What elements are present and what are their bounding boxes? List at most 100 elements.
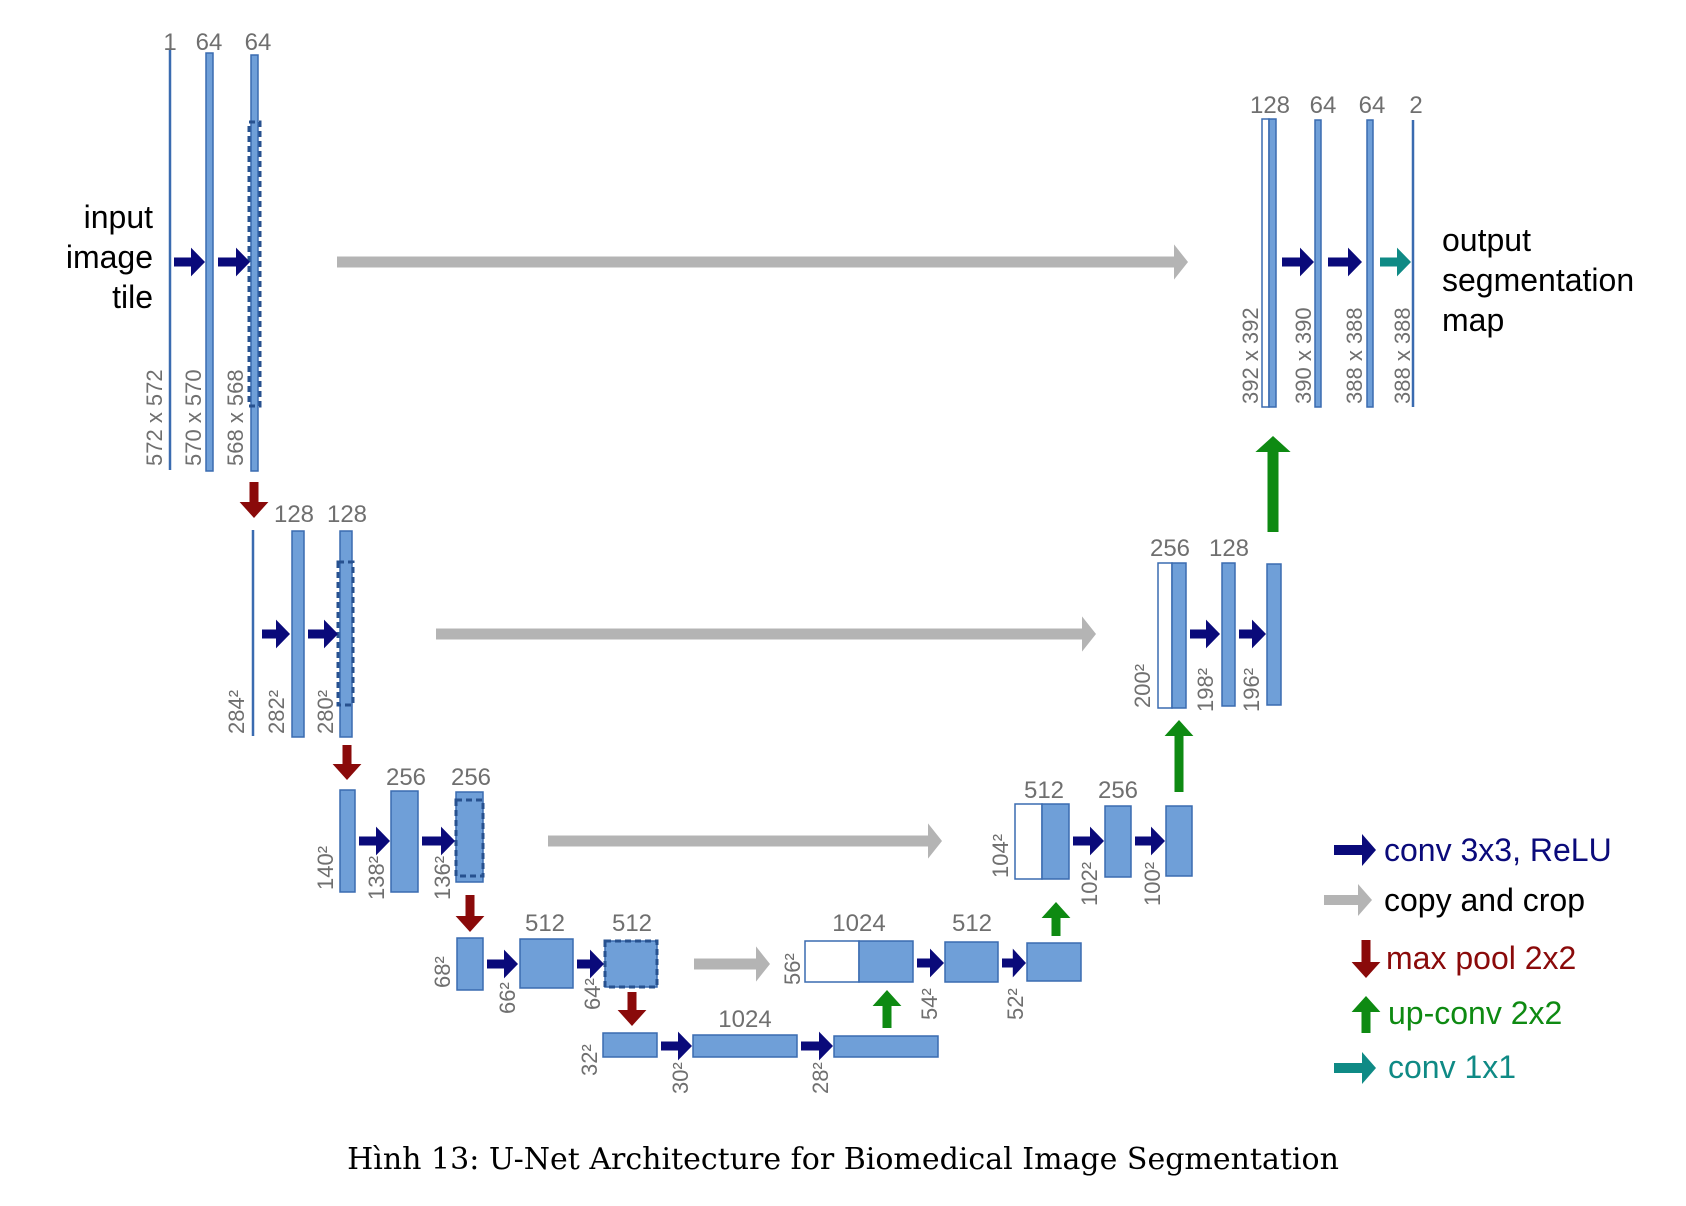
size-label: 104² [988, 834, 1013, 878]
size-label: 390 x 390 [1291, 307, 1316, 404]
conv-arrow [1282, 247, 1314, 277]
input-label: tile [112, 279, 153, 315]
size-label: 138² [364, 856, 389, 900]
channel-label: 2 [1409, 92, 1422, 119]
diagram-labels: 1 64 64 572 x 572 570 x 570 568 x 568 input ima… [66, 29, 1634, 1094]
size-label: 66² [495, 982, 520, 1014]
size-label: 102² [1077, 862, 1102, 906]
legend-conv1x1-label: conv 1x1 [1388, 1049, 1516, 1085]
feature-maps [168, 50, 1415, 1058]
l1-conv1-map [205, 52, 214, 472]
channel-label: 1024 [718, 1006, 771, 1033]
size-label: 572 x 572 [142, 369, 167, 466]
conv-arrow [661, 1031, 692, 1061]
l2-conv2-map [339, 530, 353, 738]
u4-conv1-map [944, 941, 999, 983]
u2-upsampled-map [1171, 562, 1187, 709]
size-label: 136² [430, 856, 455, 900]
conv-arrow [218, 247, 250, 277]
u4-conv2-map [1026, 942, 1082, 982]
channel-label: 128 [1250, 92, 1290, 119]
u1-conv1-map [1314, 119, 1322, 408]
u4-upsampled-map [858, 940, 914, 983]
size-label: 56² [780, 953, 805, 985]
maxpool-arrow [617, 992, 647, 1026]
size-label: 140² [313, 846, 338, 890]
channel-label: 512 [612, 910, 652, 937]
upconv-arrow [1041, 902, 1071, 936]
l3-conv2-map [455, 791, 484, 883]
channel-label: 64 [1359, 92, 1386, 119]
upconv-arrow [1255, 436, 1291, 532]
size-label: 570 x 570 [181, 369, 206, 466]
conv-arrow [1239, 619, 1266, 649]
conv-arrow [577, 949, 604, 979]
conv-arrow [801, 1031, 833, 1061]
channel-label: 512 [1024, 777, 1064, 804]
operation-arrows [174, 244, 1411, 1084]
conv-arrow [174, 247, 205, 277]
channel-label: 64 [245, 29, 272, 56]
conv-arrow [308, 619, 338, 649]
l4-crop-region [603, 939, 659, 989]
output-label: segmentation [1442, 262, 1634, 298]
channel-label: 128 [327, 501, 367, 528]
size-label: 198² [1193, 668, 1218, 712]
channel-label: 128 [1209, 535, 1249, 562]
l3-conv1-map [390, 790, 419, 893]
size-label: 392 x 392 [1238, 307, 1263, 404]
channel-label: 1 [163, 29, 176, 56]
l5-conv2-map [833, 1035, 939, 1058]
maxpool-arrow [455, 895, 485, 932]
figure-caption: Hình 13: U-Net Architecture for Biomedic… [347, 1142, 1339, 1177]
copy-crop-arrow [337, 244, 1188, 280]
copy-crop-arrow [436, 616, 1096, 652]
channel-label: 64 [1310, 92, 1337, 119]
u3-conv1-map [1104, 805, 1132, 878]
conv-arrow [359, 826, 390, 856]
input-label: image [66, 239, 153, 275]
legend-pool-label: max pool 2x2 [1386, 940, 1576, 976]
legend-pool-icon [1351, 940, 1381, 978]
u1-copied-map [1261, 118, 1270, 408]
l5-pooled-map [602, 1032, 658, 1058]
legend-copy-label: copy and crop [1384, 882, 1585, 918]
u4-copied-map [804, 940, 860, 983]
size-label: 100² [1140, 862, 1165, 906]
conv-arrow [422, 826, 455, 856]
size-label: 388 x 388 [1342, 307, 1367, 404]
channel-label: 512 [952, 910, 992, 937]
u2-copied-map [1157, 562, 1173, 709]
channel-label: 256 [451, 764, 491, 791]
conv-arrow [1190, 619, 1220, 649]
l4-conv2-map [604, 940, 658, 988]
u1-upsampled-map [1268, 118, 1277, 408]
input-label: input [84, 199, 154, 235]
legend-conv-icon [1334, 834, 1376, 866]
maxpool-arrow [239, 482, 269, 518]
u3-conv2-map [1165, 805, 1193, 877]
size-label: 280² [313, 690, 338, 734]
u2-conv2-map [1266, 563, 1282, 706]
l2-conv1-map [291, 530, 305, 738]
size-label: 64² [580, 978, 605, 1010]
output-label: map [1442, 302, 1504, 338]
unet-diagram: 1 64 64 572 x 572 570 x 570 568 x 568 input ima… [66, 29, 1634, 1094]
conv-arrow [487, 949, 518, 979]
legend-upconv-icon [1351, 996, 1381, 1033]
l5-conv1-map [692, 1034, 798, 1058]
channel-label: 256 [1150, 535, 1190, 562]
upconv-arrow [1164, 720, 1194, 792]
conv1x1-arrow [1380, 247, 1411, 277]
l1-crop-region [247, 120, 262, 408]
conv-arrow [1135, 826, 1165, 856]
size-label: 282² [264, 690, 289, 734]
conv-arrow [1002, 948, 1026, 978]
u2-conv1-map [1221, 562, 1236, 707]
legend-copy-icon [1324, 884, 1372, 916]
legend-conv-label: conv 3x3, ReLU [1384, 832, 1612, 868]
legend-conv1x1-icon [1334, 1052, 1376, 1084]
channel-label: 64 [196, 29, 223, 56]
channel-label: 1024 [832, 910, 885, 937]
output-label: output [1442, 222, 1531, 258]
